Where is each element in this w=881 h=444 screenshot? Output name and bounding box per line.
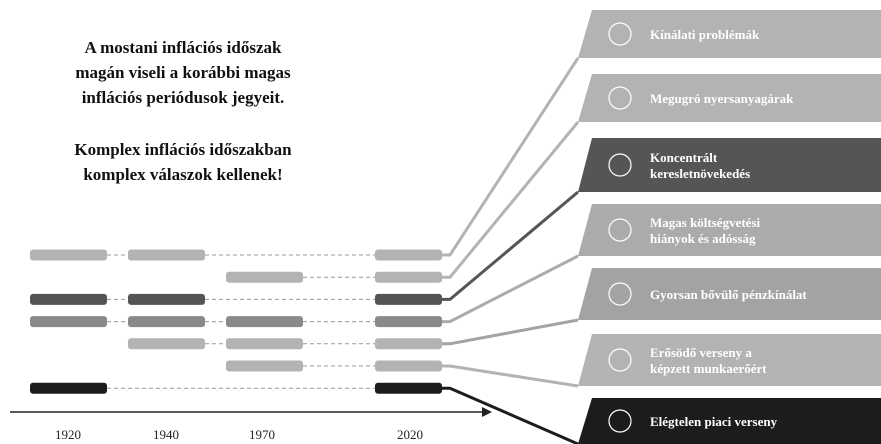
panel-icon [608,22,632,46]
period-bar [375,338,442,350]
panel [578,398,881,444]
panel-icon [608,153,632,177]
subheadline: Komplex inflációs időszakban [74,140,292,159]
panel-label: Koncentrált [650,150,718,165]
period-bar [226,316,303,328]
connector [442,386,579,444]
panel [578,334,881,386]
period-bar [375,316,442,328]
period-bar [128,249,205,261]
panel-label: Elégtelen piaci verseny [650,414,778,429]
period-bar [128,316,205,328]
period-bar [375,293,442,305]
panel-label: Magas költségvetési [650,215,761,230]
panel-icon [608,86,632,110]
year-label: 1970 [249,427,275,442]
period-bar [128,293,205,305]
panel-icon [608,348,632,372]
connector [442,364,579,388]
connector [442,57,580,257]
panel [578,138,881,192]
connector [442,254,579,324]
period-bar [375,382,442,394]
axis-arrow [482,407,492,417]
panel-label: Kínálati problémák [650,27,760,42]
period-bar [30,249,107,261]
panel [578,74,881,122]
period-bar [375,360,442,372]
period-bar [226,338,303,350]
period-bar [226,271,303,283]
period-bar [30,293,107,305]
panel [578,204,881,256]
panel [578,268,881,320]
subheadline: komplex válaszok kellenek! [83,165,282,184]
connector [442,121,580,279]
headline: inflációs periódusok jegyeit. [82,88,285,107]
panel-label: Gyorsan bővülő pénzkínálat [650,287,807,302]
panel-icon [608,282,632,306]
period-bar [30,316,107,328]
period-bar [30,382,107,394]
year-label: 2020 [397,427,423,442]
panel [578,10,881,58]
year-label: 1920 [55,427,81,442]
period-bar [226,360,303,372]
panel-label: képzett munkaerőért [650,361,767,376]
headline: A mostani inflációs időszak [85,38,282,57]
panel-label: Megugró nyersanyagárak [650,91,794,106]
headline: magán viseli a korábbi magas [75,63,291,82]
connector [442,190,579,301]
panel-icon [608,218,632,242]
period-bar [375,271,442,283]
period-bar [375,249,442,261]
panel-label: Erősödő verseny a [650,345,752,360]
connector [442,318,579,346]
panel-icon [608,409,632,433]
period-bar [128,338,205,350]
panel-label: hiányok és adósság [650,231,756,246]
year-label: 1940 [153,427,179,442]
panel-label: keresletnövekedés [650,166,750,181]
